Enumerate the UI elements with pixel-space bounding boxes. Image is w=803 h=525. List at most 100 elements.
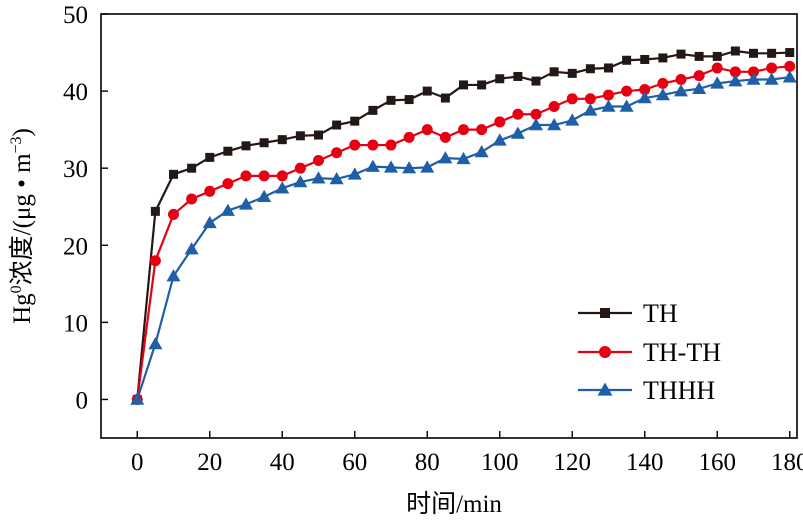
data-point (350, 116, 360, 126)
data-point (729, 66, 741, 78)
series-layer (130, 46, 797, 405)
series-thhh (130, 70, 797, 405)
y-axis-title: Hg0浓度/(μg • m−3) (8, 128, 36, 324)
data-point (693, 70, 705, 82)
data-point (421, 124, 433, 136)
data-point (422, 86, 432, 96)
data-point (730, 46, 740, 56)
y-axis-title-unit-superscript: −3 (8, 136, 25, 153)
legend-marker (597, 382, 613, 396)
data-point (403, 131, 415, 143)
data-point (621, 85, 633, 97)
data-point (402, 161, 417, 174)
data-point (639, 84, 651, 96)
x-tick-label: 20 (197, 449, 222, 476)
x-tick-label: 120 (554, 449, 592, 476)
legend-label: TH (643, 299, 678, 328)
legend-item: TH (578, 299, 678, 328)
data-point (658, 53, 668, 63)
data-point (187, 163, 197, 173)
data-point (604, 63, 613, 73)
data-point (166, 269, 181, 282)
data-point (257, 189, 272, 202)
data-point (566, 93, 578, 105)
data-point (674, 84, 688, 97)
data-point (384, 160, 398, 173)
data-point (748, 66, 759, 78)
data-point (584, 93, 596, 105)
data-point (440, 93, 450, 103)
data-point (294, 162, 306, 174)
data-point (293, 175, 308, 188)
data-point (548, 101, 560, 113)
data-point (512, 108, 524, 120)
data-point (222, 178, 234, 190)
data-point (547, 118, 562, 131)
data-point (311, 171, 326, 184)
data-point (694, 51, 704, 61)
y-tick-label: 0 (76, 387, 89, 414)
data-point (513, 71, 523, 81)
legend-label: THHH (643, 376, 715, 405)
data-point (148, 336, 163, 350)
data-point (258, 170, 270, 182)
data-point (313, 154, 324, 166)
data-point (585, 64, 595, 74)
data-point (367, 139, 379, 151)
x-tick-label: 0 (131, 449, 144, 476)
data-point (276, 170, 288, 182)
data-point (149, 255, 161, 267)
data-point (347, 167, 362, 180)
data-point (712, 51, 722, 61)
data-point (186, 193, 198, 205)
data-point (782, 70, 797, 83)
data-point (784, 60, 796, 72)
data-point (404, 95, 414, 105)
data-point (385, 139, 397, 151)
data-point (622, 55, 632, 65)
data-point (549, 67, 559, 77)
data-point (692, 81, 707, 95)
data-point (275, 181, 290, 194)
y-axis-title-prefix: Hg (9, 293, 36, 324)
data-point (459, 80, 468, 90)
data-point (531, 76, 541, 86)
y-axis-title-superscript: 0 (8, 285, 25, 293)
series-th-th (131, 60, 796, 405)
y-tick-label: 40 (63, 79, 88, 106)
data-point (439, 131, 451, 143)
data-point (710, 76, 725, 89)
data-point (530, 108, 542, 120)
data-point (420, 160, 435, 173)
axis-ticks (101, 13, 791, 438)
data-point (746, 72, 761, 85)
data-point (583, 103, 598, 116)
x-axis-title: 时间/min (406, 490, 502, 518)
x-tick-label: 60 (342, 449, 367, 476)
data-point (204, 185, 216, 197)
data-point (494, 116, 506, 128)
y-tick-label: 10 (63, 310, 88, 337)
data-point (220, 203, 235, 216)
data-point (495, 74, 505, 84)
data-point (205, 152, 215, 162)
x-tick-label: 180 (771, 449, 803, 476)
data-point (456, 151, 471, 165)
data-point (657, 77, 669, 89)
data-point (331, 147, 343, 159)
data-point (565, 113, 580, 126)
data-point (529, 118, 543, 131)
series-th (132, 46, 795, 404)
data-point (637, 91, 652, 104)
data-point (202, 215, 217, 229)
data-point (368, 105, 378, 115)
data-point (785, 48, 795, 58)
tick-labels: 0 20 40 60 80 100 120 140 160 180 0 10 20 30 40 50 (63, 2, 803, 476)
data-point (510, 126, 525, 139)
y-tick-label: 30 (63, 156, 88, 183)
data-point (749, 48, 758, 58)
data-point (438, 151, 453, 164)
data-point (492, 133, 507, 146)
data-point (711, 62, 723, 74)
